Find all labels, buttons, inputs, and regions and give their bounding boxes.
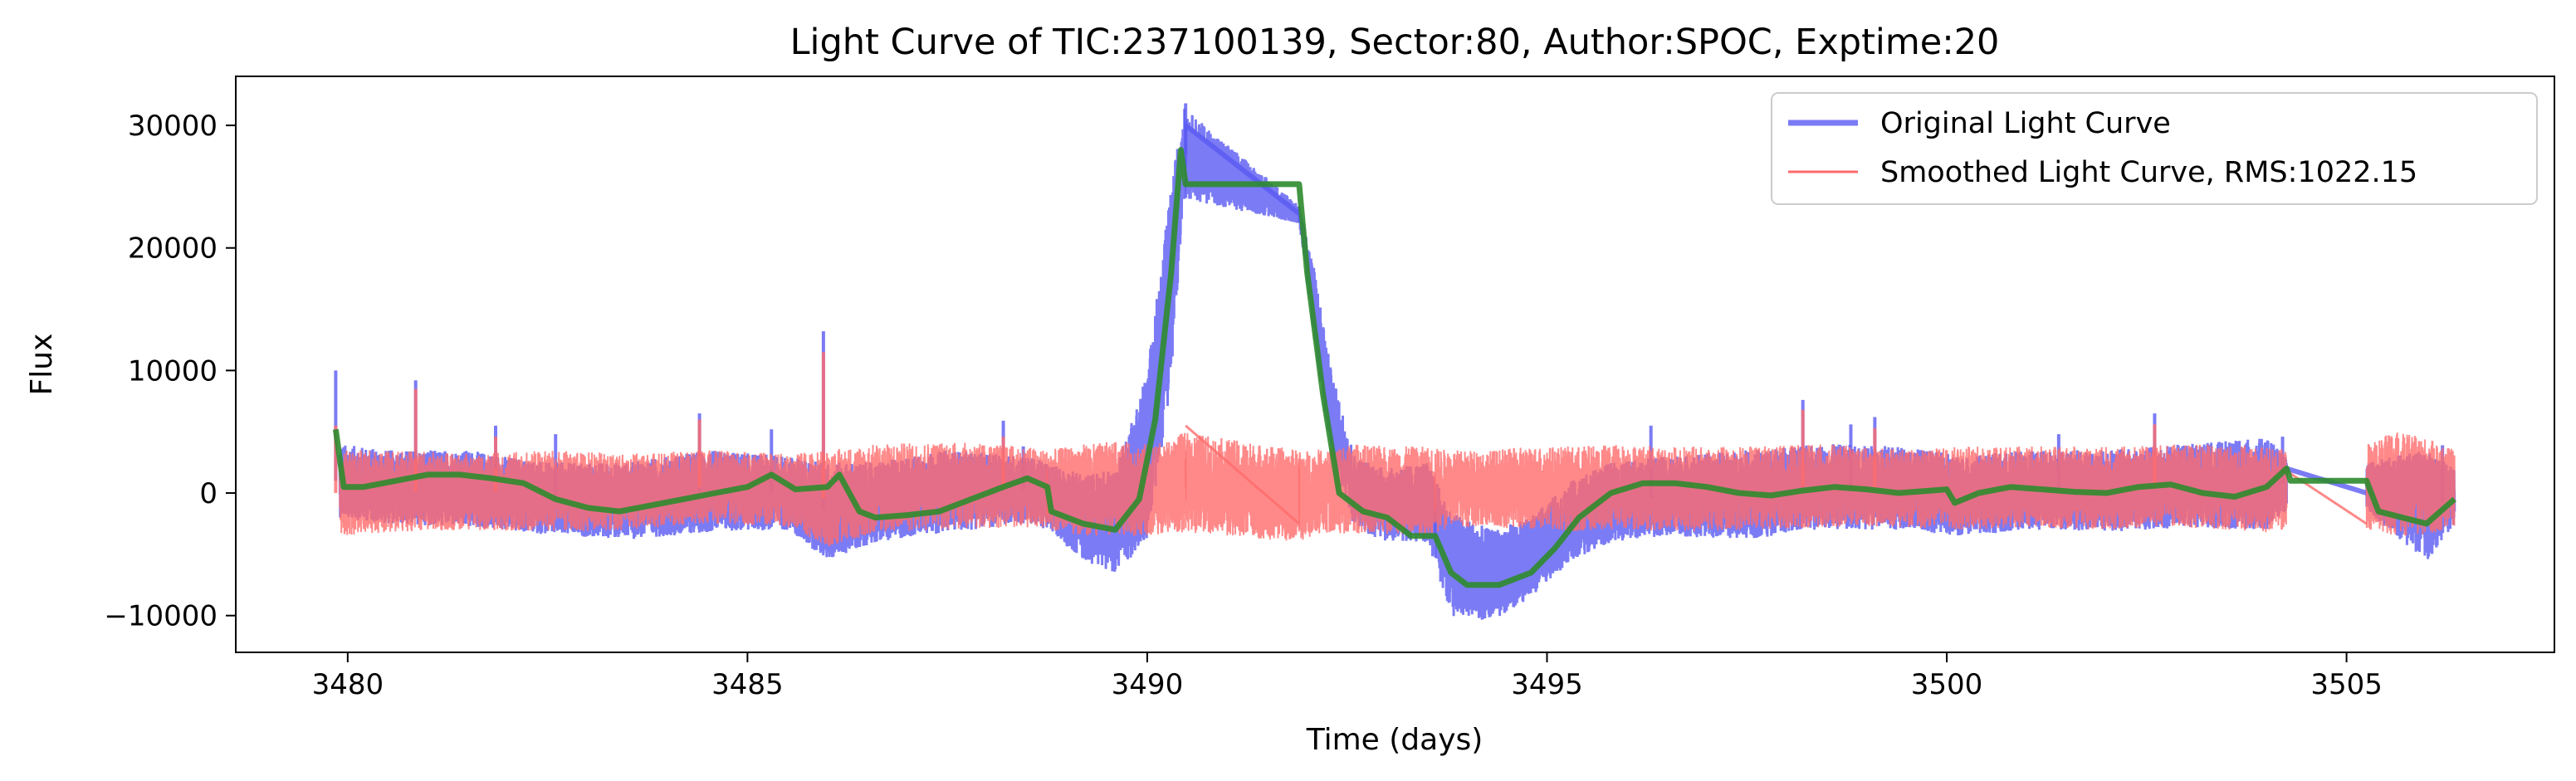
legend-label-smoothed: Smoothed Light Curve, RMS:1022.15	[1880, 156, 2417, 189]
y-tick-label: 0	[199, 477, 218, 510]
y-axis: −10000 0 10000 20000 30000	[104, 110, 236, 633]
legend-box	[1771, 92, 2538, 205]
series-1-segment	[1185, 433, 1301, 541]
x-tick-label: 3485	[711, 668, 784, 701]
x-tick-label: 3495	[1511, 668, 1583, 701]
series-2	[332, 147, 2456, 588]
x-axis-label: Time (days)	[1306, 723, 1484, 757]
x-tick-label: 3490	[1112, 668, 1184, 701]
series-1-segment	[339, 442, 1048, 547]
chart-title: Light Curve of TIC:237100139, Sector:80,…	[790, 22, 2000, 63]
data-layer	[332, 103, 2456, 620]
series-0-gap-line	[1184, 123, 1301, 216]
series-1-segment	[1046, 432, 1187, 536]
legend-label-original: Original Light Curve	[1880, 107, 2171, 140]
series-1-segment	[2365, 432, 2456, 536]
legend: Original Light Curve Smoothed Light Curv…	[1771, 92, 2538, 205]
plot-frame	[235, 76, 2555, 653]
x-axis: 3480 3485 3490 3495 3500 3505	[312, 652, 2383, 701]
x-tick-label: 3500	[1911, 668, 1983, 701]
y-axis-label: Flux	[25, 334, 59, 396]
y-tick-label: 20000	[128, 232, 218, 266]
series-1-segment	[1298, 444, 1436, 540]
y-tick-label: −10000	[104, 600, 218, 633]
y-tick-label: 30000	[128, 110, 218, 143]
series-1-gap-line	[1185, 424, 1300, 525]
x-tick-label: 3505	[2310, 668, 2383, 701]
y-tick-label: 10000	[128, 354, 218, 388]
series-2-line	[332, 147, 2456, 588]
x-tick-label: 3480	[312, 668, 384, 701]
